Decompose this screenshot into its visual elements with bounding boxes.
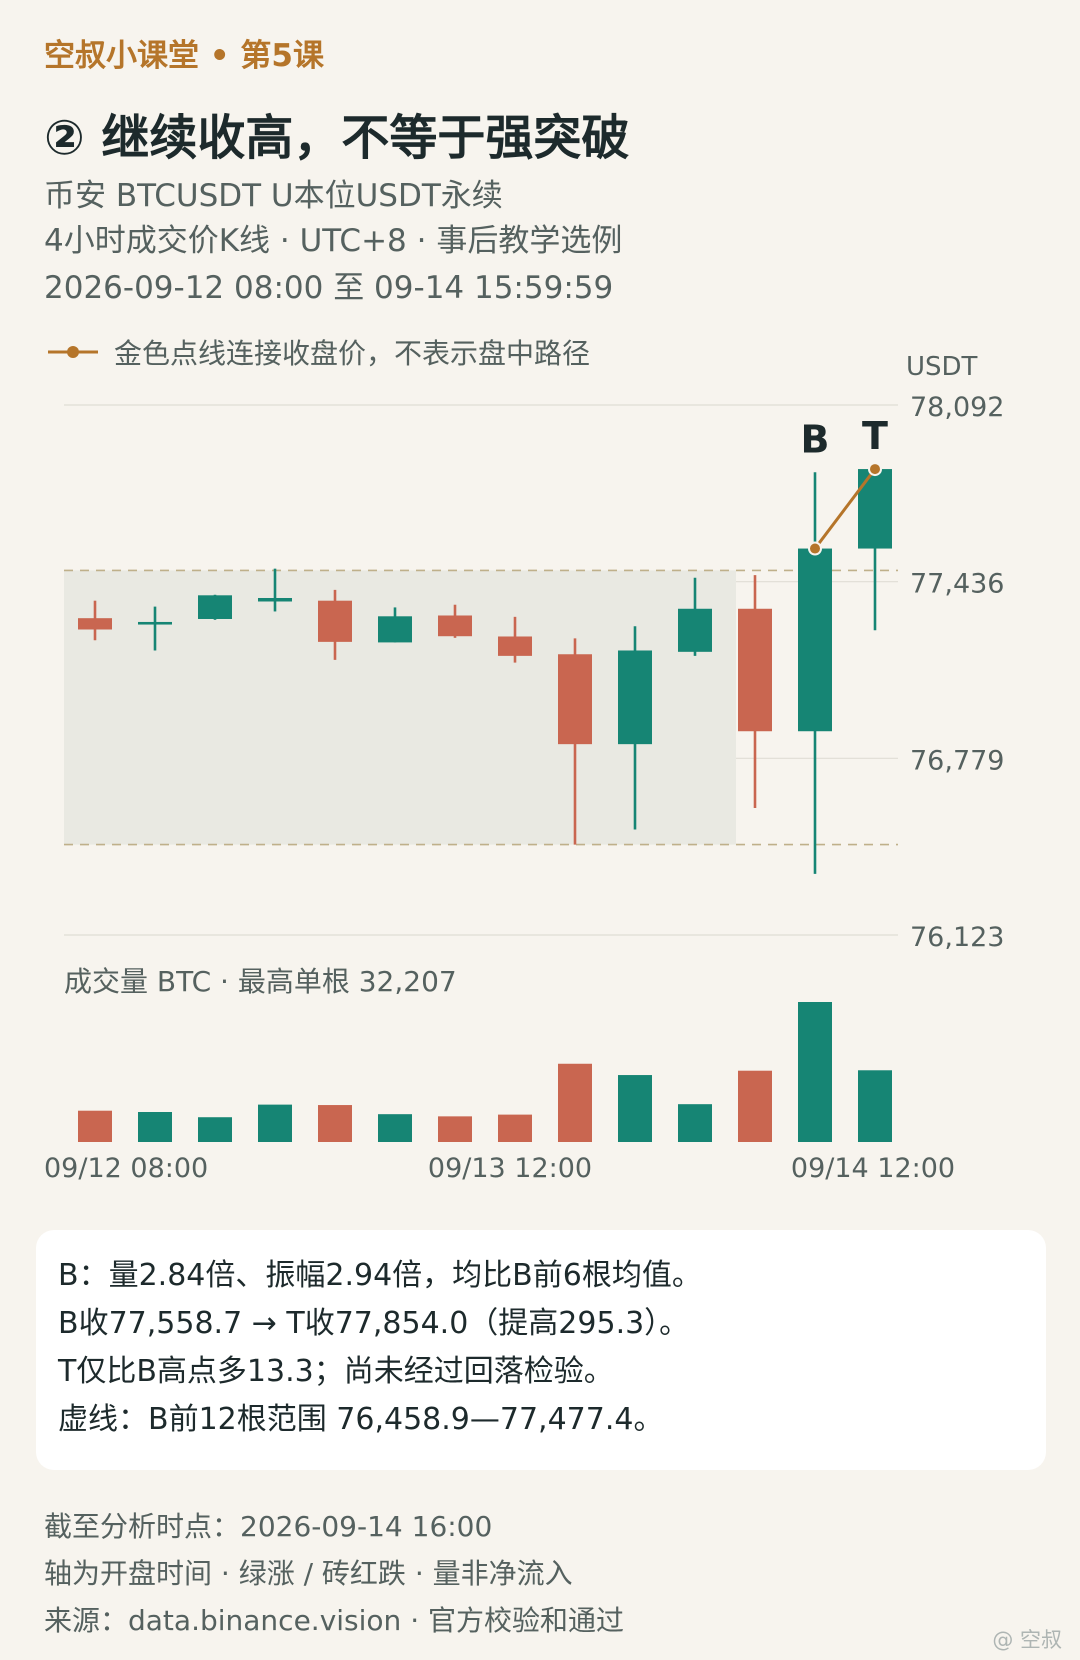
candle-body: [618, 650, 652, 745]
x-axis: 09/12 08:00 09/13 12:00 09/14 12:00: [44, 1153, 955, 1184]
volume-bar: [138, 1112, 172, 1142]
volume-bar: [858, 1070, 892, 1142]
candle-body: [678, 608, 712, 652]
info-line-1: B：量2.84倍、振幅2.94倍，均比B前6根均值。: [58, 1258, 702, 1293]
y-tick-label: 76,123: [910, 922, 1004, 953]
close-point-b: [808, 541, 822, 556]
volume-bar: [498, 1114, 532, 1142]
marker-b: B: [801, 417, 830, 461]
watermark: @ 空叔: [992, 1628, 1062, 1652]
info-line-3: T仅比B高点多13.3；尚未经过回落检验。: [58, 1354, 614, 1389]
volume-bar: [198, 1117, 232, 1142]
chart-legend: 金色点线连接收盘价，不表示盘中路径: [44, 332, 590, 372]
lesson-kicker: 空叔小课堂 • 第5课: [44, 38, 324, 74]
y-tick-label: 76,779: [910, 745, 1004, 776]
candle-body: [258, 597, 292, 602]
range-band: [64, 569, 898, 846]
volume-bar: [678, 1104, 712, 1142]
x-tick-label: 09/14 12:00: [791, 1153, 955, 1184]
marker-t: T: [862, 414, 888, 458]
close-point-t: [868, 462, 882, 477]
footer-line-3: 来源：data.binance.vision · 官方校验和通过: [44, 1604, 624, 1637]
info-card: B：量2.84倍、振幅2.94倍，均比B前6根均值。 B收77,558.7 → …: [36, 1230, 1046, 1470]
close-connector-line: [813, 468, 877, 550]
gold-line-legend-icon: [48, 346, 98, 358]
volume-bar: [738, 1070, 772, 1142]
footer-line-2: 轴为开盘时间 · 绿涨 / 砖红跌 · 量非净流入: [44, 1557, 573, 1590]
y-unit-label: USDT: [906, 352, 978, 382]
candle-body: [378, 616, 412, 643]
volume-bar: [438, 1116, 472, 1142]
info-line-4: 虚线：B前12根范围 76,458.9—77,477.4。: [58, 1402, 664, 1437]
candles: [78, 469, 892, 874]
close-line: [808, 462, 882, 556]
candle-body: [558, 654, 592, 745]
x-tick-label: 09/12 08:00: [44, 1153, 208, 1184]
candle-body: [438, 615, 472, 637]
volume-bar: [258, 1104, 292, 1142]
volume-label: 成交量 BTC · 最高单根 32,207: [64, 965, 457, 998]
x-tick-label: 09/13 12:00: [428, 1153, 592, 1184]
candle-body: [498, 636, 532, 656]
volume-bar: [318, 1105, 352, 1142]
volume-bar: [78, 1110, 112, 1142]
info-line-2: B收77,558.7 → T收77,854.0（提高295.3）。: [58, 1306, 690, 1341]
y-axis: 78,092 77,436 76,779 76,123: [910, 392, 1004, 953]
volume-bar: [798, 1002, 832, 1142]
instrument-line: 币安 BTCUSDT U本位USDT永续: [44, 178, 503, 214]
volume-bar: [558, 1063, 592, 1142]
candle-body: [798, 548, 832, 732]
candle-body: [858, 469, 892, 549]
legend-label: 金色点线连接收盘价，不表示盘中路径: [114, 337, 591, 370]
candle-body: [198, 595, 232, 619]
y-tick-label: 78,092: [910, 392, 1004, 423]
volume-bars: [78, 1002, 892, 1142]
date-range-line: 2026-09-12 08:00 至 09-14 15:59:59: [44, 270, 614, 306]
candle-body: [738, 608, 772, 732]
footer-line-1: 截至分析时点：2026-09-14 16:00: [44, 1510, 493, 1543]
candle-body: [78, 618, 112, 630]
candle-body: [318, 600, 352, 642]
y-tick-label: 77,436: [910, 569, 1004, 600]
candle-body: [138, 621, 172, 625]
volume-bar: [618, 1075, 652, 1142]
timeframe-line: 4小时成交价K线 · UTC+8 · 事后教学选例: [44, 223, 623, 259]
page-title: ② 继续收高，不等于强突破: [44, 110, 630, 166]
volume-bar: [378, 1114, 412, 1142]
